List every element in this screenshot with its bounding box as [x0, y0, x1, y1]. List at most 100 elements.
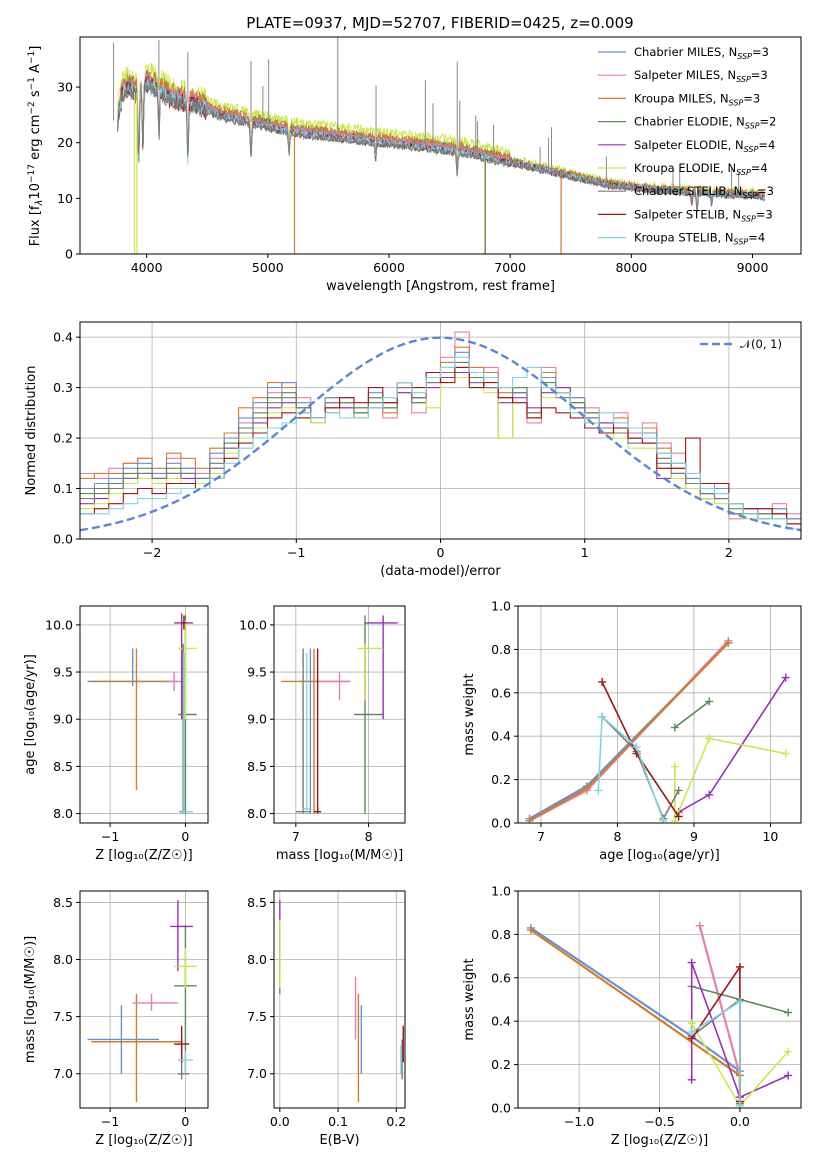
z-weight-xlabel: Z [log₁₀(Z/Z☉)] [611, 1133, 708, 1148]
ebv-mass-axes: 0.0 0.1 0.2 7.0 7.5 8.0 8.5 E(B-V) [247, 890, 406, 1148]
spectrum-frame [79, 36, 802, 255]
ebv-mass-ytick-label: 7.0 [247, 1066, 267, 1081]
z-weight-marker-2-0 [526, 926, 535, 935]
ebv-mass-xtick-label: 0.0 [270, 1114, 290, 1129]
mass-age-xtick-label: 7 [292, 829, 300, 844]
z-weight-ytick-label: 0.2 [491, 1057, 511, 1072]
age-weight-ytick-label: 0.6 [491, 685, 511, 700]
age-weight-series-2 [525, 638, 733, 823]
z-mass-frame [79, 890, 209, 1109]
mass-age-point-4 [364, 615, 398, 720]
residuals-xtick-label: −1 [287, 545, 305, 560]
ebv-mass-ytick-label: 8.0 [247, 952, 267, 967]
z-age-xtick-label: 0 [181, 829, 189, 844]
z-weight-ytick-label: 0.0 [491, 1101, 511, 1116]
z-weight-marker-8-0 [687, 1028, 696, 1037]
legend-entry-4: Salpeter ELODIE, NSSP=4 [634, 138, 775, 154]
spectrum-plot-area [113, 37, 765, 254]
z-mass-point-1 [91, 993, 182, 1103]
spectrum-xtick-label: 6000 [373, 260, 405, 275]
z-mass-ytick-label: 8.0 [53, 952, 73, 967]
spectrum-xtick-label: 5000 [252, 260, 284, 275]
z-age-point-7 [181, 615, 187, 630]
spectrum-model-line-8 [117, 79, 765, 212]
residuals-legend-label: 𝒩(0, 1) [740, 337, 782, 351]
z-weight-xtick-label: 0.0 [730, 1114, 750, 1129]
spectrum-ytick-label: 30 [57, 80, 73, 95]
z-age-point-1 [91, 648, 178, 790]
normal-distribution-curve [80, 336, 801, 532]
age-weight-marker-8-0 [594, 786, 603, 795]
z-weight-marker-4-1 [687, 958, 696, 967]
spectrum-xlabel: wavelength [Angstrom, rest frame] [326, 279, 555, 294]
mass-age-ytick-label: 8.5 [247, 759, 267, 774]
z-weight-axes: −1.0 −0.5 0.0 0.0 0.2 0.4 0.6 0.8 1.0 Z [log₁₀(Z/… [462, 884, 802, 1148]
residuals-ytick-label: 0.3 [53, 380, 73, 395]
age-weight-ytick-label: 0.8 [491, 642, 511, 657]
z-age-ytick-label: 8.5 [53, 759, 73, 774]
age-weight-marker-5-0 [670, 762, 679, 771]
z-age-ytick-label: 10.0 [45, 617, 73, 632]
ebv-mass-xlabel: E(B-V) [319, 1133, 359, 1148]
residuals-axes: −2 −1 0 1 2 0.0 0.1 0.2 0.3 0.4 (data-model)/error… [24, 321, 802, 579]
mass-age-xtick-label: 8 [365, 829, 373, 844]
spectrum-ytick-label: 10 [57, 191, 73, 206]
z-age-point-8 [181, 653, 193, 814]
spectrum-axes: 4000 5000 6000 7000 8000 9000 0 10 20 30 wavelengt… [57, 36, 802, 294]
z-mass-point-7 [174, 1025, 190, 1063]
z-mass-point-0 [87, 1005, 160, 1074]
residuals-ylabel: Normed distribution [24, 366, 39, 496]
age-weight-marker-8-1 [598, 712, 607, 721]
residuals-xtick-label: −2 [143, 545, 161, 560]
age-weight-line-5 [674, 737, 786, 822]
z-weight-ytick-label: 0.6 [491, 970, 511, 985]
age-weight-marker-4-2 [781, 673, 790, 682]
age-weight-series-8 [594, 712, 668, 823]
spectrum-legend: Chabrier MILES, NSSP=3 Salpeter MILES, NS… [598, 45, 776, 247]
z-weight-marker-4-3 [784, 1071, 793, 1080]
z-weight-ytick-label: 0.4 [491, 1014, 511, 1029]
legend-entry-6: Chabrier STELIB, NSSP=3 [634, 184, 774, 200]
z-age-ytick-label: 9.0 [53, 712, 73, 727]
residuals-ytick-label: 0.0 [53, 532, 73, 547]
age-weight-ytick-label: 0.0 [491, 816, 511, 831]
ebv-mass-plot-area [279, 900, 404, 1103]
residuals-ytick-label: 0.4 [53, 330, 73, 345]
ebv-mass-ytick-label: 8.5 [247, 895, 267, 910]
age-weight-ytick-label: 1.0 [491, 599, 511, 614]
z-age-xtick-label: −1 [101, 829, 119, 844]
residuals-xtick-label: 0 [437, 545, 445, 560]
z-age-frame [79, 605, 209, 824]
mass-age-ytick-label: 9.0 [247, 712, 267, 727]
spectrum-ytick-label: 20 [57, 135, 73, 150]
z-mass-ytick-label: 7.0 [53, 1066, 73, 1081]
age-weight-line-8 [597, 715, 665, 822]
z-weight-marker-4-0 [687, 1075, 696, 1084]
mass-age-point-8 [303, 653, 311, 814]
z-weight-ytick-label: 1.0 [491, 884, 511, 899]
mass-age-point-6 [295, 648, 311, 814]
age-weight-marker-2-2 [724, 638, 733, 647]
spectrum-ylabel: Flux [fλ10−17 erg cm−2 s−1 A−1] [27, 46, 45, 247]
residuals-xtick-label: 2 [725, 545, 733, 560]
z-weight-marker-5-2 [784, 1047, 793, 1056]
z-mass-point-2 [132, 993, 178, 1011]
age-weight-frame [517, 605, 802, 824]
age-weight-marker-7-2 [674, 812, 683, 821]
z-age-xlabel: Z [log₁₀(Z/Z☉)] [95, 848, 192, 863]
z-mass-xtick-label: 0 [181, 1114, 189, 1129]
spectrum-xtick-label: 8000 [615, 260, 647, 275]
age-weight-marker-4-1 [705, 790, 714, 799]
age-weight-ytick-label: 0.2 [491, 772, 511, 787]
legend-entry-8: Kroupa STELIB, NSSP=4 [634, 231, 765, 247]
mass-age-ytick-label: 9.5 [247, 665, 267, 680]
age-weight-xtick-label: 7 [537, 829, 545, 844]
z-weight-marker-7-1 [735, 962, 744, 971]
z-mass-xlabel: Z [log₁₀(Z/Z☉)] [95, 1133, 192, 1148]
spectrum-xtick-label: 7000 [494, 260, 526, 275]
z-weight-series-8 [687, 997, 744, 1108]
age-weight-marker-8-3 [659, 816, 668, 823]
spectrum-xtick-label: 4000 [131, 260, 163, 275]
